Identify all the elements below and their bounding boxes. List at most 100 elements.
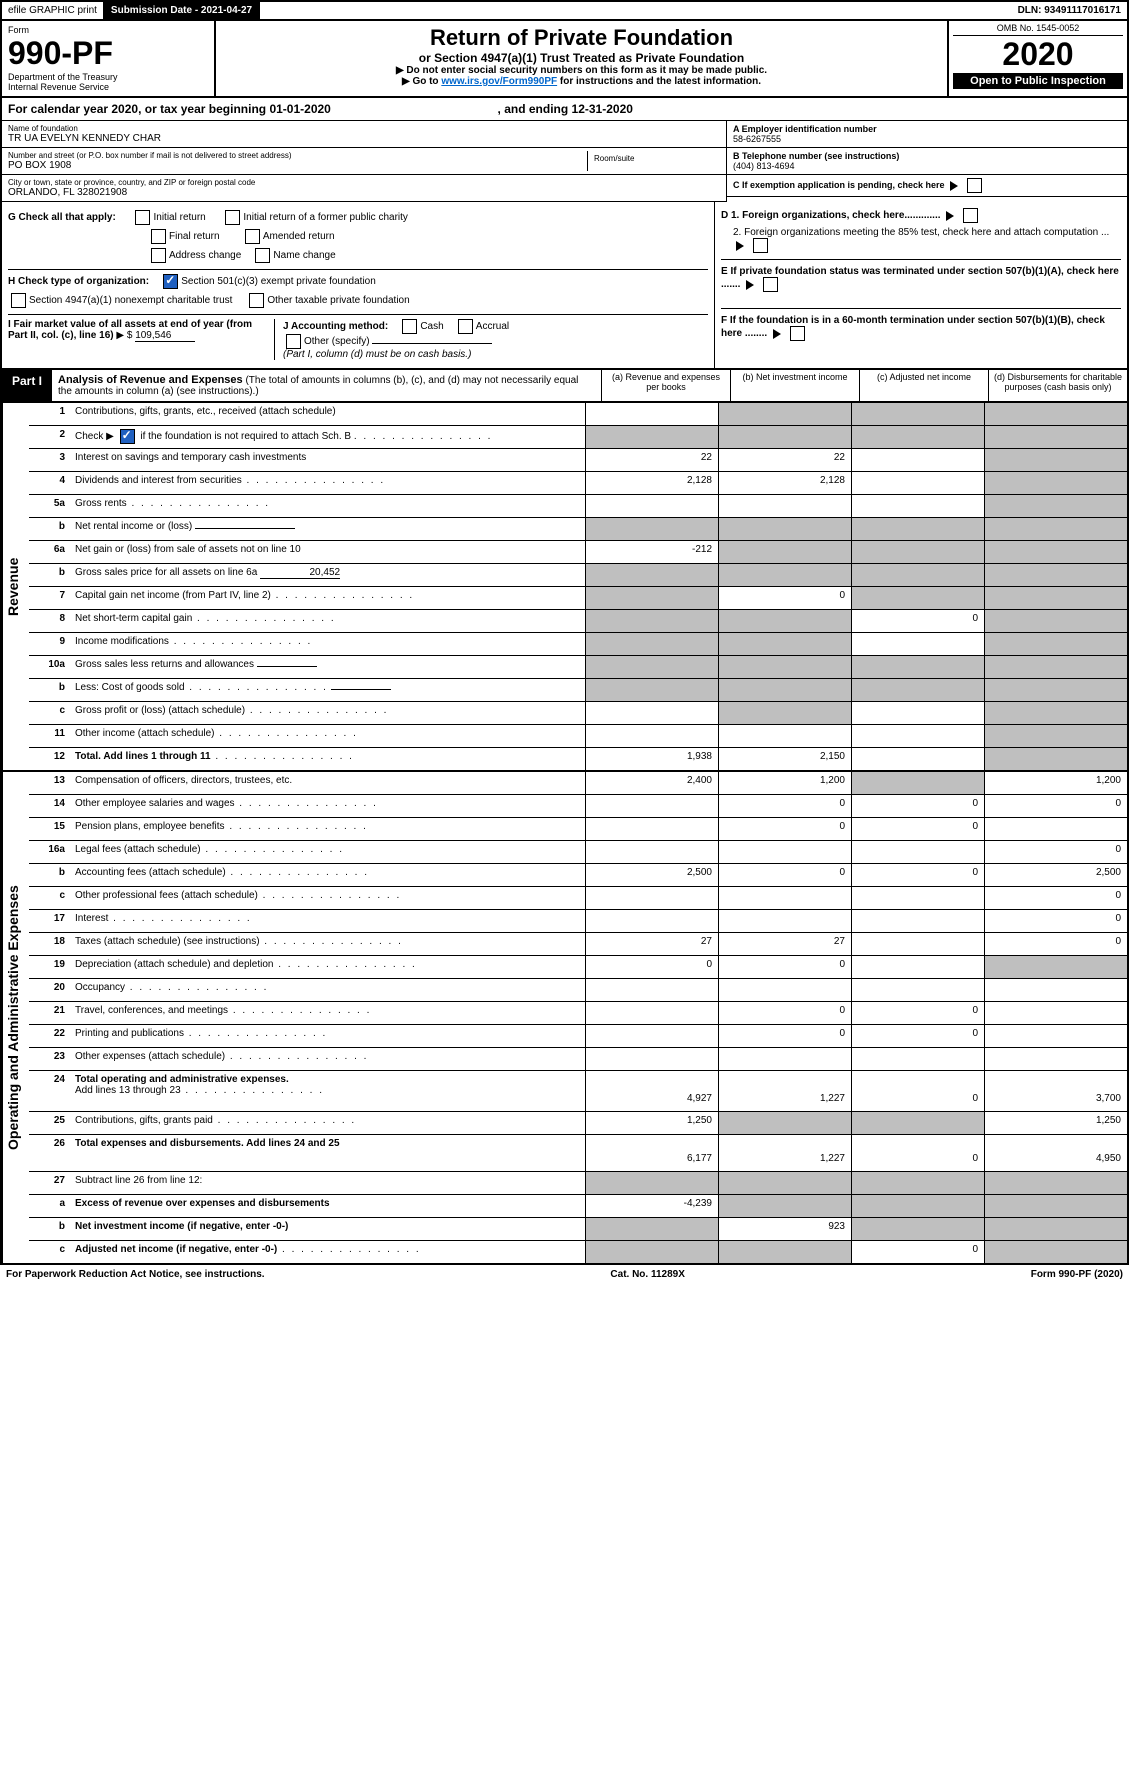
row-24: 24 Total operating and administrative ex… xyxy=(29,1071,1127,1112)
desc: Pension plans, employee benefits xyxy=(71,818,585,840)
part1-label: Part I xyxy=(2,370,52,401)
r5a-text: Gross rents xyxy=(75,498,127,509)
g-initial-former-checkbox[interactable] xyxy=(225,210,240,225)
amt-a: 22 xyxy=(585,449,718,471)
desc: Gross profit or (loss) (attach schedule) xyxy=(71,702,585,724)
amt-b xyxy=(718,679,851,701)
row-4: 4 Dividends and interest from securities… xyxy=(29,472,1127,495)
amt-a xyxy=(585,656,718,678)
ln: 24 xyxy=(29,1071,71,1111)
ln: b xyxy=(29,864,71,886)
d1-checkbox[interactable] xyxy=(963,208,978,223)
cal-end: 12-31-2020 xyxy=(572,102,633,116)
row-19: 19 Depreciation (attach schedule) and de… xyxy=(29,956,1127,979)
desc: Legal fees (attach schedule) xyxy=(71,841,585,863)
amt-b xyxy=(718,403,851,425)
amt-c xyxy=(851,772,984,794)
h-501c3-checkbox[interactable] xyxy=(163,274,178,289)
ij-row: I Fair market value of all assets at end… xyxy=(8,314,708,362)
room-label: Room/suite xyxy=(594,154,714,163)
revenue-table: Revenue 1 Contributions, gifts, grants, … xyxy=(0,403,1129,772)
h-4947-checkbox[interactable] xyxy=(11,293,26,308)
ln: 14 xyxy=(29,795,71,817)
j-cash-checkbox[interactable] xyxy=(402,319,417,334)
amt-c xyxy=(851,1048,984,1070)
amt-d xyxy=(984,1025,1127,1047)
amt-a xyxy=(585,495,718,517)
h-row: H Check type of organization: Section 50… xyxy=(8,269,708,291)
dots xyxy=(258,890,401,901)
schb-checkbox[interactable] xyxy=(120,429,135,444)
r18-text: Taxes (attach schedule) (see instruction… xyxy=(75,936,260,947)
amt-b: 0 xyxy=(718,795,851,817)
e-checkbox[interactable] xyxy=(763,277,778,292)
row-27: 27 Subtract line 26 from line 12: xyxy=(29,1172,1127,1195)
amt-d xyxy=(984,1172,1127,1194)
amt-a xyxy=(585,426,718,448)
dots xyxy=(211,751,354,762)
d2-checkbox[interactable] xyxy=(753,238,768,253)
desc: Subtract line 26 from line 12: xyxy=(71,1172,585,1194)
amt-c xyxy=(851,933,984,955)
f-checkbox[interactable] xyxy=(790,326,805,341)
amt-c xyxy=(851,587,984,609)
j-other-line xyxy=(372,343,492,344)
ein-val: 58-6267555 xyxy=(733,134,781,144)
amt-b xyxy=(718,1048,851,1070)
ln: c xyxy=(29,887,71,909)
j-other-checkbox[interactable] xyxy=(286,334,301,349)
amt-b: 0 xyxy=(718,1002,851,1024)
ln: 25 xyxy=(29,1112,71,1134)
desc: Other employee salaries and wages xyxy=(71,795,585,817)
amt-d xyxy=(984,495,1127,517)
desc: Other expenses (attach schedule) xyxy=(71,1048,585,1070)
row-16a: 16a Legal fees (attach schedule) 0 xyxy=(29,841,1127,864)
amt-d: 0 xyxy=(984,933,1127,955)
r24b-text: Add lines 13 through 23 xyxy=(75,1085,181,1096)
arrow-icon xyxy=(746,280,754,290)
form-header: Form 990-PF Department of the Treasury I… xyxy=(0,21,1129,98)
arrow-icon xyxy=(773,329,781,339)
h-other-checkbox[interactable] xyxy=(249,293,264,308)
g-name-checkbox[interactable] xyxy=(255,248,270,263)
g-final-checkbox[interactable] xyxy=(151,229,166,244)
amt-b xyxy=(718,1241,851,1263)
amt-a xyxy=(585,1172,718,1194)
ln: 16a xyxy=(29,841,71,863)
ln: c xyxy=(29,702,71,724)
h-opt1: Section 501(c)(3) exempt private foundat… xyxy=(181,276,376,287)
expenses-side-label: Operating and Administrative Expenses xyxy=(2,772,29,1263)
amt-d: 4,950 xyxy=(984,1135,1127,1171)
ln: 9 xyxy=(29,633,71,655)
row-27c: c Adjusted net income (if negative, ente… xyxy=(29,1241,1127,1263)
r15-text: Pension plans, employee benefits xyxy=(75,821,225,832)
desc: Compensation of officers, directors, tru… xyxy=(71,772,585,794)
amt-a xyxy=(585,610,718,632)
amt-a: -212 xyxy=(585,541,718,563)
amt-c: 0 xyxy=(851,1135,984,1171)
ln: 1 xyxy=(29,403,71,425)
dots xyxy=(192,613,335,624)
amt-c: 0 xyxy=(851,1241,984,1263)
amt-b xyxy=(718,426,851,448)
ln: 10a xyxy=(29,656,71,678)
e-label: E If private foundation status was termi… xyxy=(721,266,1119,290)
dots xyxy=(201,844,344,855)
c-checkbox[interactable] xyxy=(967,178,982,193)
r10a-text: Gross sales less returns and allowances xyxy=(75,659,254,670)
row-2: 2 Check ▶ if the foundation is not requi… xyxy=(29,426,1127,449)
r19-text: Depreciation (attach schedule) and deple… xyxy=(75,959,273,970)
row-10c: c Gross profit or (loss) (attach schedul… xyxy=(29,702,1127,725)
j-accrual-checkbox[interactable] xyxy=(458,319,473,334)
ln: b xyxy=(29,518,71,540)
i-cell: I Fair market value of all assets at end… xyxy=(8,319,275,360)
c-label: C If exemption application is pending, c… xyxy=(733,180,945,190)
g-amended-checkbox[interactable] xyxy=(245,229,260,244)
amt-b xyxy=(718,979,851,1001)
instr2-link[interactable]: www.irs.gov/Form990PF xyxy=(441,76,557,87)
g-address-checkbox[interactable] xyxy=(151,248,166,263)
amt-a xyxy=(585,979,718,1001)
check-left: G Check all that apply: Initial return I… xyxy=(2,202,714,368)
g-initial-checkbox[interactable] xyxy=(135,210,150,225)
r5b-text: Net rental income or (loss) xyxy=(75,521,192,532)
